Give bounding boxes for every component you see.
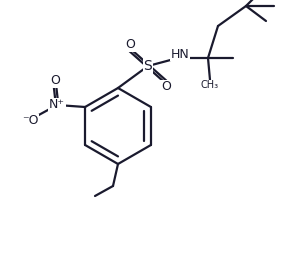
Text: S: S [144, 59, 152, 73]
Text: HN: HN [171, 47, 189, 61]
Text: O: O [50, 75, 60, 87]
Text: ⁻O: ⁻O [22, 115, 38, 127]
Text: O: O [161, 81, 171, 93]
Text: CH₃: CH₃ [201, 80, 219, 90]
Text: N⁺: N⁺ [49, 98, 65, 112]
Text: O: O [125, 39, 135, 52]
